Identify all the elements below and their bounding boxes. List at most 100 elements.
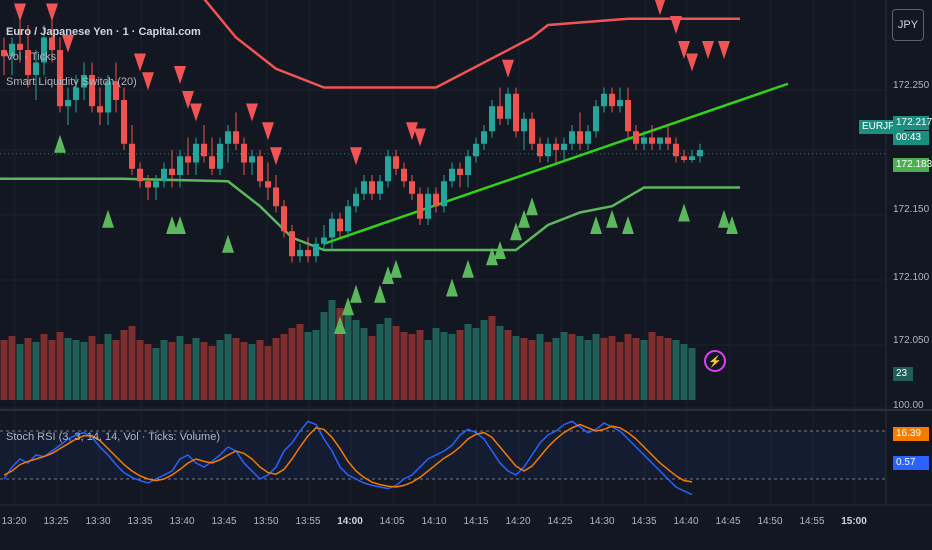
candle-body <box>513 93 519 132</box>
volume-bar <box>88 336 96 400</box>
volume-bar <box>464 324 472 400</box>
volume-bar <box>672 340 680 400</box>
buy-signal-marker <box>102 209 114 228</box>
lightning-alert-icon[interactable]: ⚡ <box>704 350 726 372</box>
volume-bar <box>312 330 320 400</box>
volume-bar <box>400 332 408 400</box>
candle-body <box>505 93 511 119</box>
time-label: 14:55 <box>799 516 825 527</box>
time-label: 14:45 <box>715 516 741 527</box>
volume-bar <box>288 328 296 400</box>
candle-body <box>417 193 423 219</box>
lower-liquidity-band <box>0 177 740 252</box>
volume-bar <box>408 334 416 400</box>
buy-signal-marker <box>606 209 618 228</box>
candle-body <box>129 143 135 169</box>
volume-bar <box>584 340 592 400</box>
volume-bar <box>72 340 80 400</box>
candle-body <box>569 131 575 144</box>
volume-bar <box>256 340 264 400</box>
candle-body <box>25 50 31 75</box>
candle-body <box>601 93 607 107</box>
candle-body <box>121 100 127 144</box>
candle-body <box>553 143 559 150</box>
sell-signal-marker <box>414 128 426 147</box>
stoch-top-tick: 100.00 <box>893 400 924 411</box>
buy-signal-marker <box>518 209 530 228</box>
volume-bar <box>360 328 368 400</box>
last-price-tag: 172.217 <box>893 116 932 130</box>
sell-signal-marker <box>182 91 194 109</box>
volume-bar <box>96 344 104 400</box>
time-label: 14:25 <box>547 516 573 527</box>
candle-body <box>361 181 367 194</box>
buy-signal-marker <box>486 247 498 266</box>
volume-bar <box>184 344 192 400</box>
candle-body <box>609 93 615 107</box>
candle-body <box>449 168 455 182</box>
volume-bar <box>552 338 560 400</box>
candle-body <box>465 156 471 175</box>
sell-signal-marker <box>502 59 514 78</box>
candle-body <box>185 156 191 163</box>
sell-signal-marker <box>678 41 690 59</box>
volume-bar <box>208 346 216 400</box>
candle-body <box>473 143 479 157</box>
candle-body <box>353 193 359 207</box>
volume-bar <box>608 336 616 400</box>
candle-body <box>393 156 399 169</box>
candle-body <box>177 156 183 175</box>
candle-body <box>545 143 551 157</box>
volume-bar <box>600 338 608 400</box>
volume-bar <box>304 332 312 400</box>
time-label: 15:00 <box>841 516 867 527</box>
volume-bar <box>560 332 568 400</box>
buy-signal-marker <box>510 222 522 241</box>
volume-bar <box>448 334 456 400</box>
currency-button[interactable]: JPY <box>892 9 924 41</box>
sell-signal-marker <box>62 34 74 53</box>
volume-bar <box>456 330 464 400</box>
volume-bar <box>192 338 200 400</box>
time-label: 13:25 <box>43 516 69 527</box>
volume-bar <box>368 336 376 400</box>
price-tick: 172.150 <box>893 204 930 215</box>
candle-body <box>577 131 583 144</box>
candle-body <box>9 43 15 57</box>
candle-body <box>433 193 439 207</box>
volume-bar <box>648 332 656 400</box>
sell-signal-marker <box>46 3 58 22</box>
candle-body <box>673 143 679 157</box>
candle-body <box>217 143 223 169</box>
volume-bar <box>280 334 288 400</box>
time-label: 13:20 <box>1 516 27 527</box>
time-label: 13:50 <box>253 516 279 527</box>
candle-body <box>273 187 279 207</box>
candle-body <box>1 50 7 57</box>
volume-bar <box>296 324 304 400</box>
time-label: 13:45 <box>211 516 237 527</box>
sell-signal-marker <box>190 103 202 122</box>
volume-bar <box>632 338 640 400</box>
candle-body <box>441 181 447 207</box>
buy-signal-marker <box>166 216 178 234</box>
volume-bar <box>592 334 600 400</box>
candle-body <box>201 143 207 157</box>
candle-body <box>137 168 143 182</box>
countdown-tag: 00:43 <box>893 131 929 145</box>
volume-bar <box>104 334 112 400</box>
sell-signal-marker <box>262 122 274 141</box>
time-label: 13:40 <box>169 516 195 527</box>
volume-bar <box>224 334 232 400</box>
candle-body <box>561 143 567 150</box>
volume-bar <box>320 312 328 400</box>
candle-body <box>153 181 159 188</box>
volume-bar <box>168 342 176 400</box>
candle-body <box>89 75 95 107</box>
candle-body <box>257 156 263 182</box>
buy-signal-marker <box>622 216 634 234</box>
candle-body <box>617 100 623 107</box>
volume-bar <box>200 342 208 400</box>
sell-signal-marker <box>654 0 666 16</box>
